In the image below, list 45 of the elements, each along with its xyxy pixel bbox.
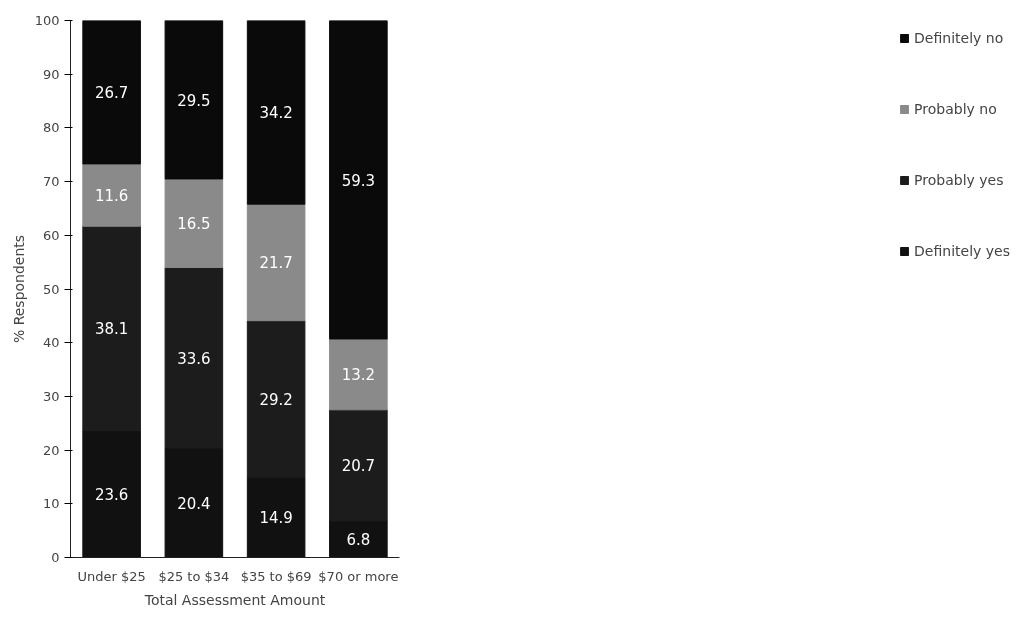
y-tick-label: 0: [51, 550, 60, 565]
y-tick-label: 30: [42, 388, 60, 404]
data-label: 21.7: [259, 254, 293, 273]
x-tick-label: $70 or more: [318, 568, 399, 584]
data-label: 38.1: [94, 320, 129, 339]
y-tick-label: 60: [42, 227, 60, 243]
data-label: 59.3: [341, 171, 376, 190]
data-label: 20.7: [341, 457, 376, 476]
data-label: 13.2: [341, 366, 376, 385]
y-tick-label: 50: [42, 281, 60, 297]
x-tick-label: Under $25: [77, 568, 146, 584]
data-label: 29.2: [259, 391, 293, 410]
data-label: 23.6: [94, 486, 129, 505]
bar: [164, 20, 224, 180]
y-tick-label: 90: [42, 66, 60, 82]
data-label: 6.8: [346, 531, 371, 550]
data-label: 29.5: [177, 91, 211, 110]
data-label: 14.9: [259, 509, 293, 528]
bar: [246, 20, 306, 205]
y-tick-label: 10: [42, 496, 60, 512]
y-tick-label: 40: [42, 335, 60, 351]
y-tick-label: 20: [42, 442, 60, 458]
legend-label: Probably yes: [914, 172, 1004, 188]
y-axis-title: % Respondents: [10, 234, 27, 344]
legend-label: Definitely no: [914, 30, 1004, 46]
data-label: 34.2: [259, 104, 293, 123]
y-tick-label: 80: [42, 120, 60, 136]
legend-label: Probably no: [914, 101, 997, 117]
bar: [246, 203, 306, 322]
data-label: 26.7: [94, 84, 129, 103]
bar: [329, 20, 388, 340]
legend-label: Definitely yes: [914, 243, 1010, 259]
data-label: 16.5: [177, 215, 211, 234]
bar: [329, 338, 388, 411]
bar: [82, 163, 141, 227]
bar: [82, 20, 141, 165]
x-axis-title: Total Assessment Amount: [143, 591, 326, 608]
x-tick-label: $35 to $69: [240, 568, 312, 584]
data-label: 11.6: [94, 187, 129, 206]
data-label: 20.4: [177, 494, 211, 513]
bar: [164, 178, 224, 269]
x-tick-label: $25 to $34: [158, 568, 230, 584]
y-tick-label: 100: [34, 13, 60, 28]
data-label: 33.6: [177, 349, 211, 368]
y-tick-label: 70: [42, 174, 60, 190]
